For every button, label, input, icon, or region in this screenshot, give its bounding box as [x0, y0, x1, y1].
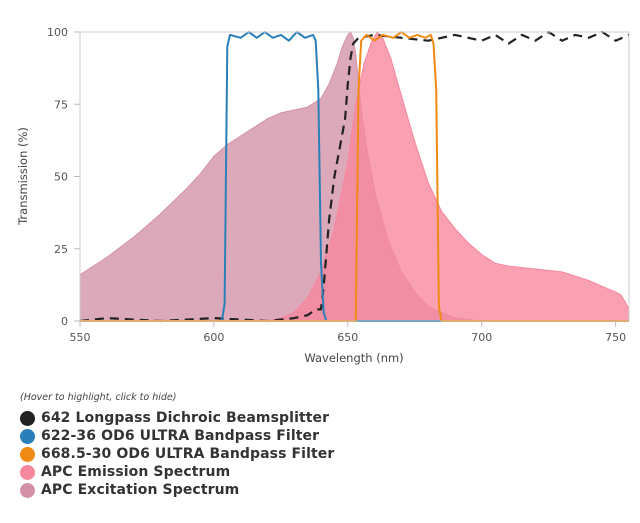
legend-label: 622-36 OD6 ULTRA Bandpass Filter [41, 428, 320, 444]
legend: (Hover to highlight, click to hide) 642 … [20, 392, 620, 499]
legend-color-dot [20, 464, 35, 480]
y-tick-label: 25 [54, 243, 68, 256]
legend-color-dot [20, 410, 35, 426]
y-tick-label: 100 [47, 26, 68, 39]
legend-label: APC Emission Spectrum [41, 464, 231, 480]
legend-label: APC Excitation Spectrum [41, 482, 240, 498]
legend-item-642-longpass[interactable]: 642 Longpass Dichroic Beamsplitter [20, 409, 620, 427]
legend-item-apc-emission[interactable]: APC Emission Spectrum [20, 463, 620, 481]
y-tick-label: 50 [54, 171, 68, 184]
legend-color-dot [20, 446, 35, 462]
x-tick-label: 700 [471, 331, 492, 344]
legend-item-622-36-bandpass[interactable]: 622-36 OD6 ULTRA Bandpass Filter [20, 427, 620, 445]
legend-item-668-5-30-bandpass[interactable]: 668.5-30 OD6 ULTRA Bandpass Filter [20, 445, 620, 463]
series-622-36-od6-ultra-bandpass-filter[interactable] [80, 31, 629, 322]
legend-item-apc-excitation[interactable]: APC Excitation Spectrum [20, 481, 620, 499]
legend-color-dot [20, 428, 35, 444]
x-tick-label: 600 [203, 331, 224, 344]
y-tick-label: 0 [61, 315, 68, 328]
spectra-chart: 0 25 50 75 100 550 600 650 700 750 Wavelength (nm… [16, 26, 630, 365]
x-tick-label: 750 [605, 331, 626, 344]
axis-layer: 0 25 50 75 100 550 600 650 700 750 [47, 26, 630, 344]
legend-hint: (Hover to highlight, click to hide) [20, 392, 177, 403]
y-axis-title: Transmission (%) [16, 127, 30, 226]
legend-label: 668.5-30 OD6 ULTRA Bandpass Filter [41, 446, 335, 462]
y-tick-label: 75 [54, 98, 68, 111]
x-tick-label: 650 [337, 331, 358, 344]
legend-label: 642 Longpass Dichroic Beamsplitter [41, 410, 330, 426]
x-tick-label: 550 [70, 331, 91, 344]
series-layer [79, 30, 630, 323]
series-642-longpass-dichroic-beamsplitter[interactable] [79, 30, 630, 323]
series-668-5-30-od6-ultra-bandpass-filter[interactable] [80, 31, 629, 322]
x-axis-title: Wavelength (nm) [304, 351, 403, 365]
legend-color-dot [20, 482, 35, 498]
